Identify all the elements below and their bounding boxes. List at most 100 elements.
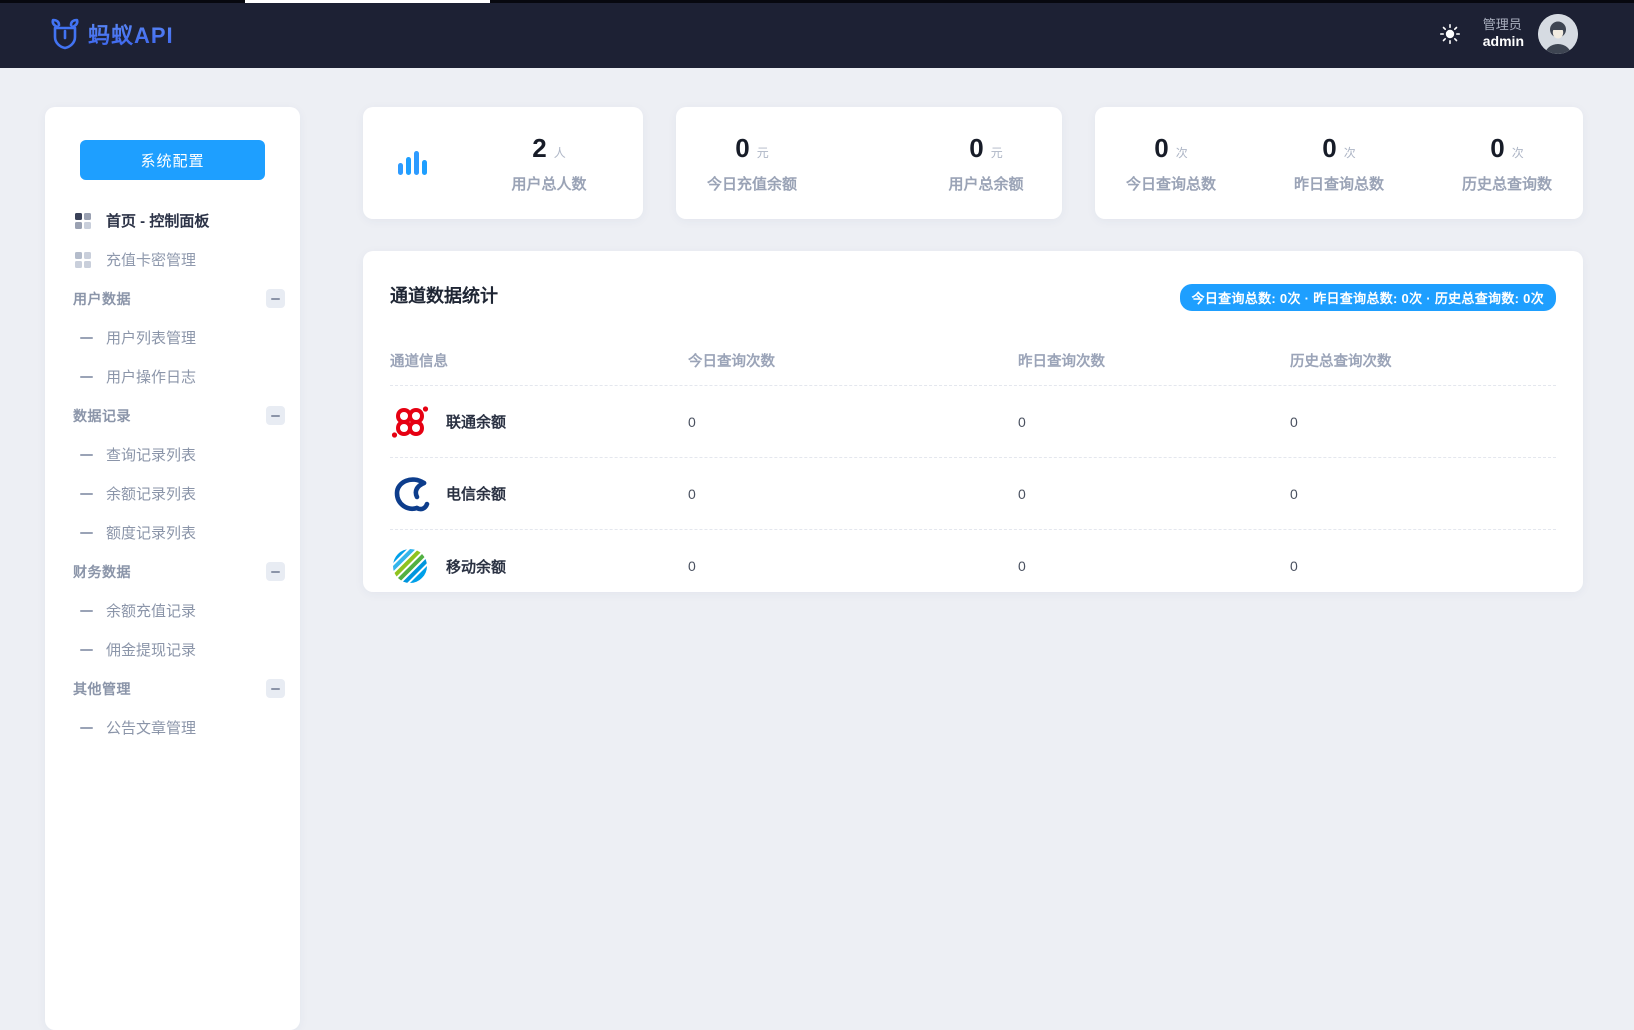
stat-unit: 次 (1175, 145, 1188, 160)
today-count: 0 (688, 558, 696, 574)
total-count: 0 (1290, 558, 1298, 574)
stat-value: 0 (1154, 132, 1169, 163)
column-header-total: 历史总查询次数 (1290, 353, 1392, 370)
ant-logo-icon (51, 18, 79, 50)
china-unicom-logo-icon (390, 402, 430, 442)
total-count: 0 (1290, 413, 1298, 430)
stat-card-queries: 0 次 今日查询总数 0 次 昨日查询总数 0 次 历史总查询数 (1095, 107, 1583, 219)
stat-label: 今日查询总数 (1125, 175, 1216, 193)
header-right: 管理员 admin (1433, 14, 1634, 54)
total-count: 0 (1290, 485, 1298, 502)
yesterday-count: 0 (1018, 485, 1026, 502)
card-keys-grid-icon (75, 251, 91, 268)
stat-unit: 元 (990, 145, 1003, 160)
yesterday-count: 0 (1018, 558, 1026, 574)
stat-label: 用户总人数 (511, 175, 587, 193)
sidebar-item-query-records[interactable]: 查询记录列表 (45, 435, 300, 474)
dashboard-grid-icon (75, 212, 91, 229)
sidebar-item-commission-withdraw[interactable]: 佣金提现记录 (45, 630, 300, 669)
today-count: 0 (688, 413, 696, 430)
stat-label: 用户总余额 (948, 175, 1024, 193)
user-avatar[interactable] (1538, 14, 1578, 54)
theme-toggle-button[interactable] (1433, 17, 1467, 51)
stat-unit: 元 (756, 145, 769, 160)
sidebar: 系统配置 首页 - 控制面板 充值卡密管理 用户数据 用户列表管理 用户操作日志… (45, 107, 300, 1030)
stat-total-balance: 0 元 用户总余额 (940, 133, 1032, 194)
table-row: 移动余额 0 0 0 (390, 530, 1556, 592)
sidebar-section-data-records[interactable]: 数据记录 (45, 396, 300, 435)
query-summary-badge: 今日查询总数: 0次 · 昨日查询总数: 0次 · 历史总查询数: 0次 (1179, 284, 1556, 311)
channel-name: 联通余额 (446, 414, 507, 431)
column-header-channel: 通道信息 (390, 353, 448, 370)
sidebar-item-quota-records[interactable]: 额度记录列表 (45, 513, 300, 552)
admin-role-label: 管理员 (1482, 17, 1522, 33)
stat-card-balance: 0 元 今日充值余额 0 元 用户总余额 (676, 107, 1062, 219)
dash-marker-icon (80, 336, 93, 339)
stat-today-recharge: 0 元 今日充值余额 (706, 133, 798, 194)
stat-label: 昨日查询总数 (1293, 175, 1384, 193)
stat-value: 0 (1490, 132, 1505, 163)
collapse-minus-icon[interactable] (266, 406, 285, 425)
dash-marker-icon (80, 648, 93, 651)
logo-text: 蚂蚁API (88, 18, 174, 50)
stat-today-queries: 0 次 今日查询总数 (1125, 133, 1217, 194)
column-header-yesterday: 昨日查询次数 (1018, 353, 1105, 370)
dash-marker-icon (80, 492, 93, 495)
channel-name: 移动余额 (446, 558, 507, 576)
channel-stats-title: 通道数据统计 (390, 286, 498, 306)
channel-cell: 移动余额 (390, 546, 688, 586)
sidebar-item-recharge-records[interactable]: 余额充值记录 (45, 591, 300, 630)
table-header-row: 通道信息 今日查询次数 昨日查询次数 历史总查询次数 (390, 335, 1556, 386)
today-count: 0 (688, 485, 696, 502)
bar-chart-icon (398, 151, 427, 175)
sidebar-item-announcements[interactable]: 公告文章管理 (45, 708, 300, 747)
sidebar-item-balance-records[interactable]: 余额记录列表 (45, 474, 300, 513)
dash-marker-icon (80, 531, 93, 534)
channel-stats-header: 通道数据统计 今日查询总数: 0次 · 昨日查询总数: 0次 · 历史总查询数:… (390, 251, 1556, 311)
sidebar-section-user-data[interactable]: 用户数据 (45, 279, 300, 318)
stat-unit: 人 (553, 145, 566, 160)
admin-info: 管理员 admin (1483, 17, 1524, 51)
system-config-button[interactable]: 系统配置 (80, 140, 265, 180)
stat-value: 0 (969, 132, 984, 163)
stat-value: 2 (532, 132, 547, 163)
channel-cell: 电信余额 (390, 474, 688, 514)
stat-yesterday-queries: 0 次 昨日查询总数 (1293, 133, 1385, 194)
collapse-minus-icon[interactable] (266, 679, 285, 698)
stat-history-queries: 0 次 历史总查询数 (1461, 133, 1553, 194)
screen-top-strip-artifact (245, 0, 490, 3)
sidebar-item-dashboard[interactable]: 首页 - 控制面板 (45, 201, 300, 240)
dash-marker-icon (80, 375, 93, 378)
admin-username: admin (1482, 33, 1524, 50)
stat-total-users: 2 人 用户总人数 (503, 133, 595, 194)
collapse-minus-icon[interactable] (266, 289, 285, 308)
yesterday-count: 0 (1018, 413, 1026, 430)
app-header: 蚂蚁API 管理员 admin (0, 0, 1634, 68)
dash-marker-icon (80, 453, 93, 456)
channel-name: 电信余额 (446, 486, 507, 503)
stat-value: 0 (735, 132, 750, 163)
dash-marker-icon (80, 609, 93, 612)
sidebar-section-other[interactable]: 其他管理 (45, 669, 300, 708)
table-row: 电信余额 0 0 0 (390, 458, 1556, 530)
china-mobile-logo-icon (390, 546, 430, 586)
sidebar-item-user-list[interactable]: 用户列表管理 (45, 318, 300, 357)
sun-icon (1439, 24, 1460, 44)
stat-card-users: 2 人 用户总人数 (363, 107, 643, 219)
app-logo[interactable]: 蚂蚁API (48, 17, 174, 51)
dash-marker-icon (80, 726, 93, 729)
screen-top-strip (0, 0, 1634, 3)
china-telecom-logo-icon (390, 474, 430, 514)
sidebar-nav: 首页 - 控制面板 充值卡密管理 用户数据 用户列表管理 用户操作日志 数据记录… (45, 201, 300, 747)
sidebar-section-finance[interactable]: 财务数据 (45, 552, 300, 591)
collapse-minus-icon[interactable] (266, 562, 285, 581)
stat-label: 今日充值余额 (706, 175, 797, 193)
stat-unit: 次 (1343, 145, 1356, 160)
sidebar-item-user-logs[interactable]: 用户操作日志 (45, 357, 300, 396)
channel-cell: 联通余额 (390, 402, 688, 442)
stat-label: 历史总查询数 (1461, 175, 1552, 193)
sidebar-item-card-keys[interactable]: 充值卡密管理 (45, 240, 300, 279)
stat-unit: 次 (1511, 145, 1524, 160)
table-row: 联通余额 0 0 0 (390, 386, 1556, 458)
column-header-today: 今日查询次数 (688, 353, 775, 370)
